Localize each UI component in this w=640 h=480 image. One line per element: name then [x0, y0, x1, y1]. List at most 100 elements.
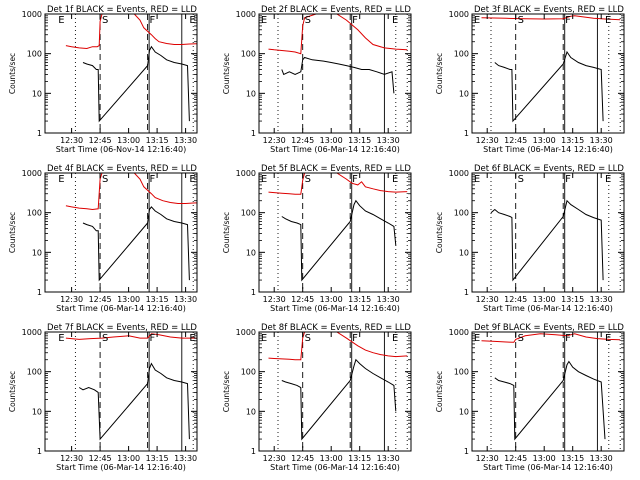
segment-marker: E — [605, 15, 611, 26]
x-tick-label: 13:30 — [377, 295, 400, 304]
segment-marker: F — [565, 333, 571, 344]
y-tick-label: 1000 — [236, 10, 256, 19]
panel-title: Det 1f BLACK = Events, RED = LLD — [47, 5, 197, 15]
segment-marker: S — [102, 174, 108, 185]
segment-marker: S — [102, 15, 108, 26]
x-tick-label: 12:45 — [291, 136, 314, 145]
x-tick-label: 13:00 — [320, 454, 343, 463]
y-tick-label: 1 — [251, 288, 256, 297]
y-axis-label: Counts/sec — [8, 212, 17, 253]
segment-marker: F — [565, 15, 571, 26]
y-tick-label: 10 — [246, 248, 256, 257]
segment-marker: S — [518, 174, 524, 185]
x-tick-label: 13:00 — [117, 136, 140, 145]
x-axis-label: Start Time (06-Mar-14 12:16:40) — [270, 304, 400, 313]
x-tick-label: 12:30 — [60, 295, 83, 304]
x-tick-label: 13:15 — [348, 295, 371, 304]
x-tick-label: 13:30 — [590, 295, 613, 304]
panel-title: Det 4f BLACK = Events, RED = LLD — [47, 164, 197, 174]
x-tick-label: 12:45 — [89, 136, 112, 145]
segment-marker: E — [392, 333, 398, 344]
segment-marker: E — [189, 15, 195, 26]
y-tick-label: 1 — [37, 129, 42, 138]
y-axis-label: Counts/sec — [222, 212, 231, 253]
segment-marker: E — [58, 333, 64, 344]
x-tick-label: 13:30 — [377, 136, 400, 145]
y-axis-label: Counts/sec — [435, 212, 444, 253]
segment-marker: E — [474, 174, 480, 185]
y-tick-label: 1000 — [22, 10, 42, 19]
x-tick-label: 13:30 — [590, 454, 613, 463]
x-axis-label: Start Time (06-Mar-14 12:16:40) — [270, 463, 400, 472]
series-lld-line — [65, 173, 197, 211]
y-axis-label: Counts/sec — [8, 53, 17, 94]
x-axis-label: Start Time (06-Mar-14 12:16:40) — [483, 145, 613, 154]
x-tick-label: 13:30 — [590, 136, 613, 145]
y-tick-label: 100 — [27, 50, 42, 59]
panel-title: Det 7f BLACK = Events, RED = LLD — [47, 323, 197, 333]
x-tick-label: 12:30 — [263, 454, 286, 463]
y-tick-label: 100 — [27, 209, 42, 218]
plot-frame — [258, 172, 412, 293]
x-tick-label: 13:00 — [533, 454, 556, 463]
segment-marker: F — [352, 15, 358, 26]
plot-frame — [258, 331, 412, 452]
panel-title: Det 3f BLACK = Events, RED = LLD — [474, 5, 624, 15]
segment-marker: F — [352, 333, 358, 344]
plot-frame — [44, 172, 198, 293]
plot-frame — [471, 13, 625, 134]
x-tick-label: 13:15 — [146, 136, 169, 145]
segment-marker: E — [474, 15, 480, 26]
segment-marker: S — [518, 333, 524, 344]
panel-title: Det 5f BLACK = Events, RED = LLD — [261, 164, 411, 174]
x-tick-label: 13:30 — [174, 295, 197, 304]
segment-marker: E — [392, 174, 398, 185]
x-tick-label: 13:15 — [146, 454, 169, 463]
y-axis-label: Counts/sec — [8, 371, 17, 412]
segment-marker: S — [305, 15, 311, 26]
series-events-line — [494, 360, 606, 441]
y-tick-label: 10 — [32, 89, 42, 98]
series-events-line — [82, 45, 190, 123]
y-tick-label: 100 — [241, 50, 256, 59]
x-tick-label: 13:00 — [533, 295, 556, 304]
y-axis-label: Counts/sec — [435, 371, 444, 412]
x-tick-label: 12:30 — [263, 295, 286, 304]
y-tick-label: 100 — [454, 368, 469, 377]
series-lld-line — [481, 15, 621, 21]
y-tick-label: 100 — [27, 368, 42, 377]
x-tick-label: 13:15 — [561, 295, 584, 304]
y-tick-label: 1000 — [22, 328, 42, 337]
segment-marker: E — [261, 174, 267, 185]
x-tick-label: 13:15 — [348, 454, 371, 463]
y-tick-label: 100 — [241, 209, 256, 218]
panel-title: Det 9f BLACK = Events, RED = LLD — [474, 323, 624, 333]
y-axis-label: Counts/sec — [435, 53, 444, 94]
y-tick-label: 100 — [241, 368, 256, 377]
x-tick-label: 12:30 — [263, 136, 286, 145]
x-tick-label: 12:45 — [291, 454, 314, 463]
x-tick-label: 12:30 — [476, 136, 499, 145]
y-tick-label: 100 — [454, 50, 469, 59]
y-axis-label: Counts/sec — [222, 371, 231, 412]
segment-marker: S — [305, 333, 311, 344]
plot-frame — [471, 331, 625, 452]
segment-marker: F — [352, 174, 358, 185]
y-tick-label: 1000 — [236, 328, 256, 337]
y-tick-label: 1 — [37, 447, 42, 456]
y-tick-label: 1000 — [22, 169, 42, 178]
x-axis-label: Start Time (06-Nov-14 12:16:40) — [56, 145, 186, 154]
series-events-line — [490, 199, 604, 282]
series-lld-line — [268, 332, 408, 361]
segment-marker: E — [58, 15, 64, 26]
series-events-line — [78, 362, 190, 441]
y-tick-label: 10 — [246, 407, 256, 416]
x-tick-label: 12:45 — [504, 136, 527, 145]
segment-marker: E — [605, 333, 611, 344]
